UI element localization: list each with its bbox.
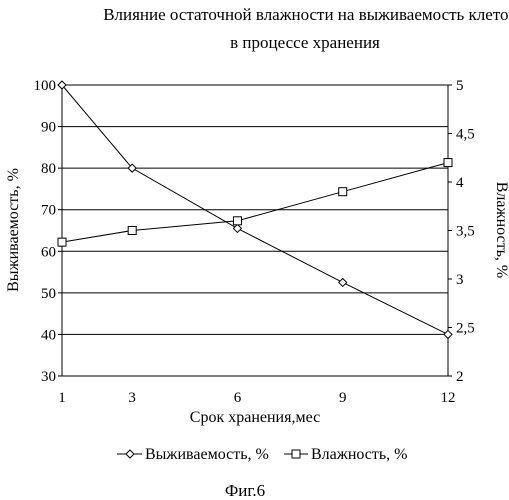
y-left-tick-label-90: 90: [41, 120, 56, 136]
point-humidity-12: [444, 159, 452, 167]
legend-item-survival: Выживаемость, %: [117, 446, 269, 463]
y-right-tick-label-4: 4: [456, 175, 464, 191]
chart-title-line-1: Влияние остаточной влажности на выживаем…: [103, 5, 509, 24]
y-right-tick-label-3,5: 3,5: [456, 224, 475, 240]
point-survival-6: [233, 224, 241, 232]
y-right-tick-label-5: 5: [456, 78, 464, 94]
point-survival-9: [339, 278, 347, 286]
x-axis-label: Срок хранения,мес: [190, 409, 320, 426]
y-left-tick-label-30: 30: [41, 369, 56, 385]
point-humidity-9: [339, 188, 347, 196]
y-left-tick-label-80: 80: [41, 161, 56, 177]
x-tick-label-3: 3: [128, 390, 136, 406]
series-line-humidity: [62, 163, 448, 243]
x-tick-label-1: 1: [58, 390, 66, 406]
y-right-tick-label-4,5: 4,5: [456, 127, 475, 143]
grid-lines: [62, 85, 448, 376]
legend-label-humidity: Влажность, %: [311, 446, 408, 463]
axes: [58, 85, 452, 376]
x-tick-label-12: 12: [441, 390, 456, 406]
legend: Выживаемость, % Влажность, %: [117, 446, 408, 463]
y-right-tick-label-2: 2: [456, 369, 464, 385]
x-tick-label-6: 6: [234, 390, 242, 406]
legend-square-icon: [292, 450, 300, 458]
y-left-tick-label-70: 70: [41, 203, 56, 219]
figure-caption: Фиг.6: [225, 481, 265, 500]
y-left-tick-label-60: 60: [41, 244, 56, 260]
y-left-tick-label-100: 100: [34, 78, 57, 94]
y-left-tick-label-50: 50: [41, 286, 56, 302]
x-tick-label-9: 9: [339, 390, 347, 406]
legend-item-humidity: Влажность, %: [284, 446, 408, 463]
point-humidity-1: [58, 238, 66, 246]
chart-title-line-2: в процессе хранения: [230, 33, 380, 52]
tick-labels: 30 40 50 60 70 80 90 100 2 2,5 3 3,5 4 4,5 5 1 3 6 9 12: [34, 78, 475, 406]
point-humidity-3: [128, 227, 136, 235]
y-axis-left-label: Выживаемость, %: [5, 168, 22, 292]
chart-title: Влияние остаточной влажности на выживаем…: [103, 5, 509, 52]
legend-diamond-icon: [126, 450, 134, 458]
y-right-tick-label-2,5: 2,5: [456, 321, 475, 337]
point-survival-12: [444, 330, 452, 338]
point-humidity-6: [233, 217, 241, 225]
legend-label-survival: Выживаемость, %: [145, 446, 269, 463]
y-right-tick-label-3: 3: [456, 272, 464, 288]
y-axis-right-label: Влажность, %: [493, 182, 509, 279]
y-left-tick-label-40: 40: [41, 327, 56, 343]
